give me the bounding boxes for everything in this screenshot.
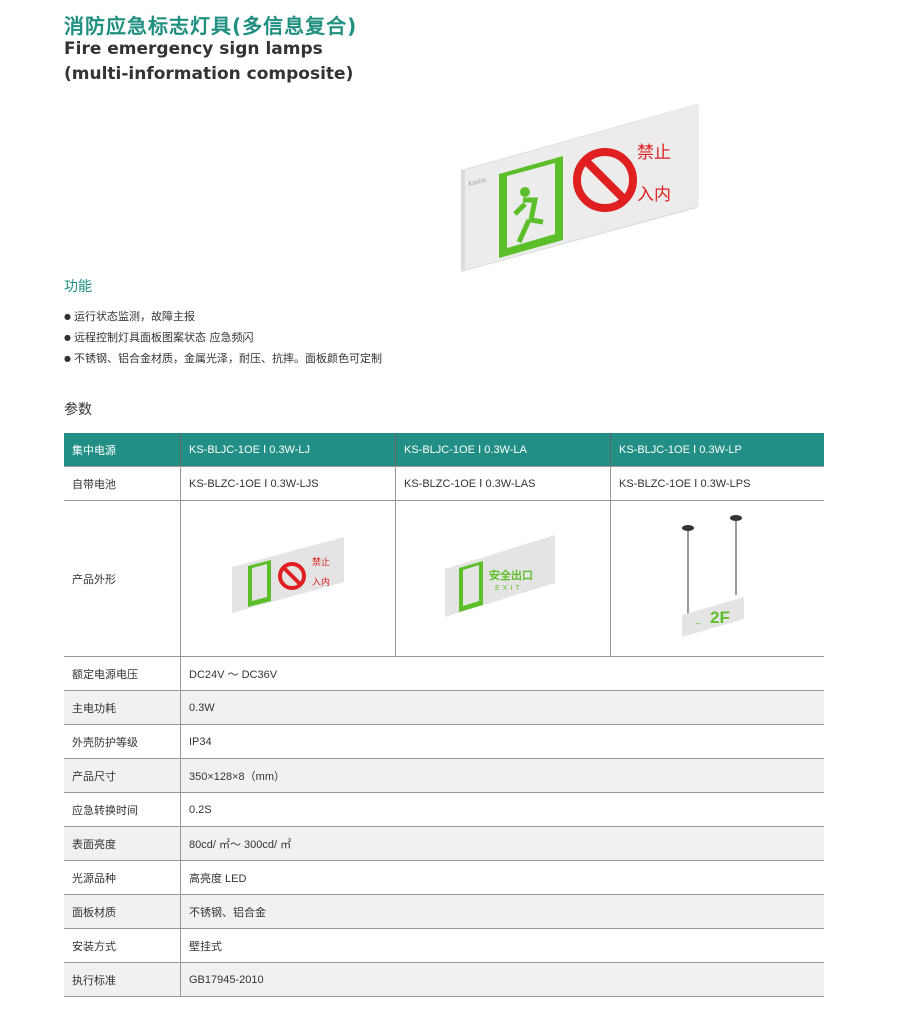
row-value: 350×128×8（mm）	[180, 758, 824, 793]
table-cell: KS-BLZC-1OE Ⅰ 0.3W-LJS	[180, 466, 396, 501]
table-cell: KS-BLJC-1OE Ⅰ 0.3W-LP	[610, 433, 824, 467]
page-title: 消防应急标志灯具(多信息复合)	[64, 14, 358, 38]
sign-text: 禁止	[312, 556, 330, 567]
feature-item: 不锈钢、铝合金材质，金属光泽，耐压、抗摔。面板颜色可定制	[64, 348, 382, 369]
page-subtitle-en-2: (multi-information composite)	[64, 64, 354, 84]
row-label: 主电功耗	[64, 690, 181, 725]
table-row: 光源品种 高亮度 LED	[64, 860, 824, 895]
table-cell: 自带电池	[64, 466, 181, 501]
row-label: 额定电源电压	[64, 656, 181, 691]
row-label: 光源品种	[64, 860, 181, 895]
row-value: IP34	[180, 724, 824, 759]
sign-text-forbidden: 禁止	[637, 143, 671, 163]
row-label: 产品尺寸	[64, 758, 181, 793]
table-row: 额定电源电压 DC24V ～ DC36V	[64, 656, 824, 691]
row-value: 80cd/ ㎡～ 300cd/ ㎡	[180, 826, 824, 861]
sign-text: 入内	[312, 576, 330, 587]
sign-text-entry: 入内	[637, 185, 671, 205]
table-row-appearance: 产品外形 禁止 入内 安全出口 EXIT	[64, 500, 824, 657]
row-value: DC24V ～ DC36V	[180, 656, 824, 691]
product-image-lp: ← 2F	[610, 500, 824, 657]
table-row: 应急转换时间 0.2S	[64, 792, 824, 827]
table-row: 主电功耗 0.3W	[64, 690, 824, 725]
table-cell: KS-BLZC-1OE Ⅰ 0.3W-LPS	[610, 466, 824, 501]
exit-running-man-icon	[499, 156, 563, 258]
sign-text: 安全出口	[489, 568, 533, 582]
product-image: Kasloc 禁止 入内	[445, 100, 710, 284]
sign-text: EXIT	[495, 585, 523, 592]
table-cell: 产品外形	[64, 500, 181, 657]
features-list: 运行状态监测，故障主报 远程控制灯具面板图案状态 应急频闪 不锈钢、铝合金材质，…	[64, 306, 382, 369]
page-subtitle-en: Fire emergency sign lamps	[64, 39, 323, 59]
row-label: 执行标准	[64, 962, 181, 997]
row-label: 面板材质	[64, 894, 181, 929]
table-row: 安装方式 壁挂式	[64, 928, 824, 963]
row-value: 0.3W	[180, 690, 824, 725]
table-row: 执行标准 GB17945-2010	[64, 962, 824, 997]
feature-item: 运行状态监测，故障主报	[64, 306, 382, 327]
row-value: GB17945-2010	[180, 962, 824, 997]
prohibition-icon	[573, 148, 637, 212]
row-label: 安装方式	[64, 928, 181, 963]
row-label: 外壳防护等级	[64, 724, 181, 759]
table-cell: KS-BLJC-1OE Ⅰ 0.3W-LA	[395, 433, 611, 467]
product-image-lj: 禁止 入内	[180, 500, 396, 657]
table-header-row: 集中电源 KS-BLJC-1OE Ⅰ 0.3W-LJ KS-BLJC-1OE Ⅰ…	[64, 433, 824, 467]
table-row: 产品尺寸 350×128×8（mm）	[64, 758, 824, 793]
row-label: 表面亮度	[64, 826, 181, 861]
sign-text: 2F	[710, 608, 730, 627]
product-image-la: 安全出口 EXIT	[395, 500, 611, 657]
row-value: 0.2S	[180, 792, 824, 827]
table-cell: KS-BLJC-1OE Ⅰ 0.3W-LJ	[180, 433, 396, 467]
params-heading: 参数	[64, 402, 92, 418]
arrow-left-icon: ←	[694, 617, 703, 627]
table-row: 表面亮度 80cd/ ㎡～ 300cd/ ㎡	[64, 826, 824, 861]
brand-logo: Kasloc	[468, 176, 488, 188]
row-value: 壁挂式	[180, 928, 824, 963]
row-value: 不锈钢、铝合金	[180, 894, 824, 929]
params-table: 集中电源 KS-BLJC-1OE Ⅰ 0.3W-LJ KS-BLJC-1OE Ⅰ…	[64, 433, 824, 997]
table-row: 自带电池 KS-BLZC-1OE Ⅰ 0.3W-LJS KS-BLZC-1OE …	[64, 466, 824, 501]
table-cell: KS-BLZC-1OE Ⅰ 0.3W-LAS	[395, 466, 611, 501]
table-row: 外壳防护等级 IP34	[64, 724, 824, 759]
features-heading: 功能	[64, 279, 92, 295]
row-value: 高亮度 LED	[180, 860, 824, 895]
row-label: 应急转换时间	[64, 792, 181, 827]
table-cell: 集中电源	[64, 433, 181, 467]
feature-item: 远程控制灯具面板图案状态 应急频闪	[64, 327, 382, 348]
table-row: 面板材质 不锈钢、铝合金	[64, 894, 824, 929]
